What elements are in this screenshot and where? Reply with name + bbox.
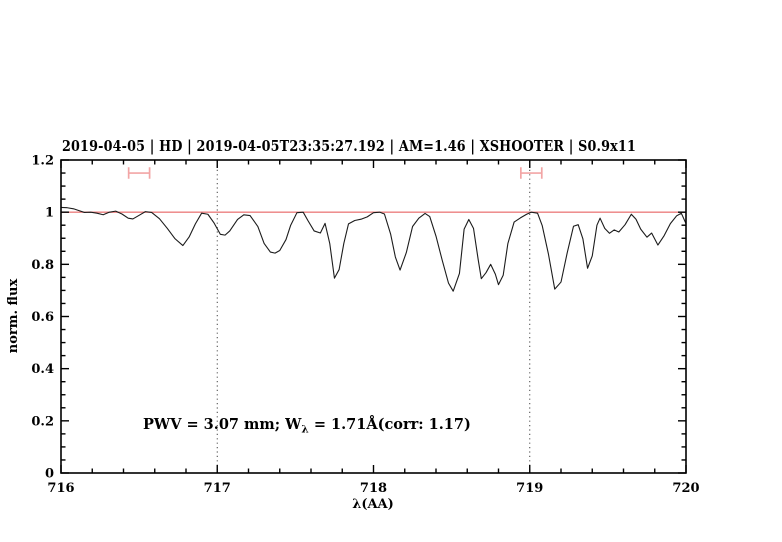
y-tick-label: 0.8 (31, 258, 54, 273)
x-tick-label: 717 (204, 481, 231, 496)
y-tick-label: 0 (45, 467, 54, 482)
x-axis-label: λ(AA) (352, 497, 394, 512)
spectrum-line (60, 206, 687, 292)
x-tick-label: 718 (360, 481, 387, 496)
y-tick-label: 0.6 (31, 310, 54, 325)
y-axis-label: norm. flux (6, 279, 21, 354)
pwv-annotation-subscript: λ (301, 424, 308, 436)
y-tick-label: 1.2 (31, 154, 54, 169)
band-interval-marker (127, 167, 151, 179)
x-tick-label: 716 (47, 481, 74, 496)
y-tick-label: 1 (45, 206, 54, 221)
y-tick-label: 0.4 (31, 362, 54, 377)
plot-generated-layer: 716 717 718 719 720 0 0.2 0.4 0.6 0.8 1 1.2 (31, 154, 699, 497)
x-tick-label: 719 (516, 481, 543, 496)
pwv-annotation-prefix: PWV = 3.07 mm; W (143, 416, 302, 433)
pwv-annotation: PWV = 3.07 mm; Wλ = 1.71Å(corr: 1.17) (143, 415, 471, 436)
x-tick-label: 720 (672, 481, 699, 496)
y-tick-label: 0.2 (31, 414, 54, 429)
band-interval-marker (519, 167, 543, 179)
plot-title: 2019-04-05 | HD | 2019-04-05T23:35:27.19… (62, 138, 636, 155)
pwv-annotation-suffix: = 1.71Å(corr: 1.17) (309, 415, 471, 433)
plot-frame (60, 159, 687, 474)
